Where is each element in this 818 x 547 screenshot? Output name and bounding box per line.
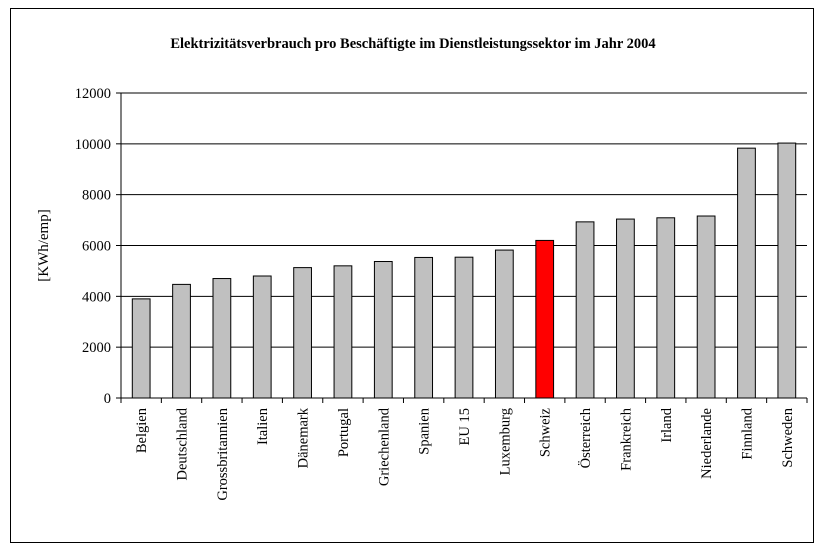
bar-grossbritannien: [212, 278, 232, 399]
bar-italien: [252, 275, 272, 399]
bar-finnland: [737, 147, 756, 399]
x-category-label: Österreich: [577, 407, 594, 468]
bar-griechenland: [373, 261, 393, 399]
bar-dänemark: [293, 267, 312, 399]
bar-spanien: [414, 256, 434, 399]
x-category-label: EU 15: [457, 408, 473, 445]
x-category-label: Deutschland: [175, 407, 191, 480]
x-category-label: Finnland: [739, 407, 755, 459]
bar-irland: [656, 217, 676, 399]
x-category-label: Schweden: [780, 407, 796, 467]
x-category-label: Belgien: [134, 407, 150, 453]
x-category-label: Griechenland: [376, 407, 392, 486]
bar-schweiz: [535, 239, 555, 399]
bar-deutschland: [172, 283, 191, 399]
x-category-label: Grossbritannien: [215, 407, 231, 500]
x-category-label: Spanien: [417, 407, 433, 454]
y-tick-label: 12000: [75, 86, 111, 102]
y-tick-label: 2000: [82, 340, 111, 356]
axes: [116, 92, 808, 403]
x-category-label: Schweiz: [538, 407, 554, 457]
bar-österreich: [575, 221, 595, 399]
bar-schweden: [777, 142, 797, 399]
bar-portugal: [333, 265, 353, 399]
bar-chart: 0 2000 4000 6000 8000 10000 12000 Belgien Deutsc…: [36, 86, 808, 501]
bar-frankreich: [616, 218, 635, 399]
x-category-label: Niederlande: [699, 408, 715, 479]
bars: [131, 142, 797, 399]
chart-frame: Elektrizitätsverbrauch pro Beschäftigte …: [10, 8, 814, 543]
x-category-label: Dänemark: [296, 407, 312, 468]
y-tick-label: 10000: [75, 137, 111, 153]
x-category-label: Irland: [659, 407, 675, 442]
bar-luxemburg: [494, 249, 514, 399]
y-tick-label: 4000: [82, 289, 111, 305]
chart-title: Elektrizitätsverbrauch pro Beschäftigte …: [170, 36, 656, 52]
bar-belgien: [131, 298, 151, 399]
y-axis-label: [KWh/emp]: [36, 209, 52, 281]
bar-niederlande: [696, 215, 716, 399]
x-category-label: Frankreich: [618, 407, 634, 471]
y-tick-label: 0: [104, 391, 111, 407]
bar-eu-15: [454, 256, 474, 399]
x-category-label: Italien: [255, 407, 271, 445]
axis-labels: 0 2000 4000 6000 8000 10000 12000 Belgien Deutsc…: [36, 86, 796, 501]
x-category-label: Portugal: [336, 408, 352, 457]
x-category-label: Luxemburg: [497, 408, 513, 475]
y-tick-label: 8000: [82, 188, 111, 204]
y-tick-label: 6000: [82, 239, 111, 255]
